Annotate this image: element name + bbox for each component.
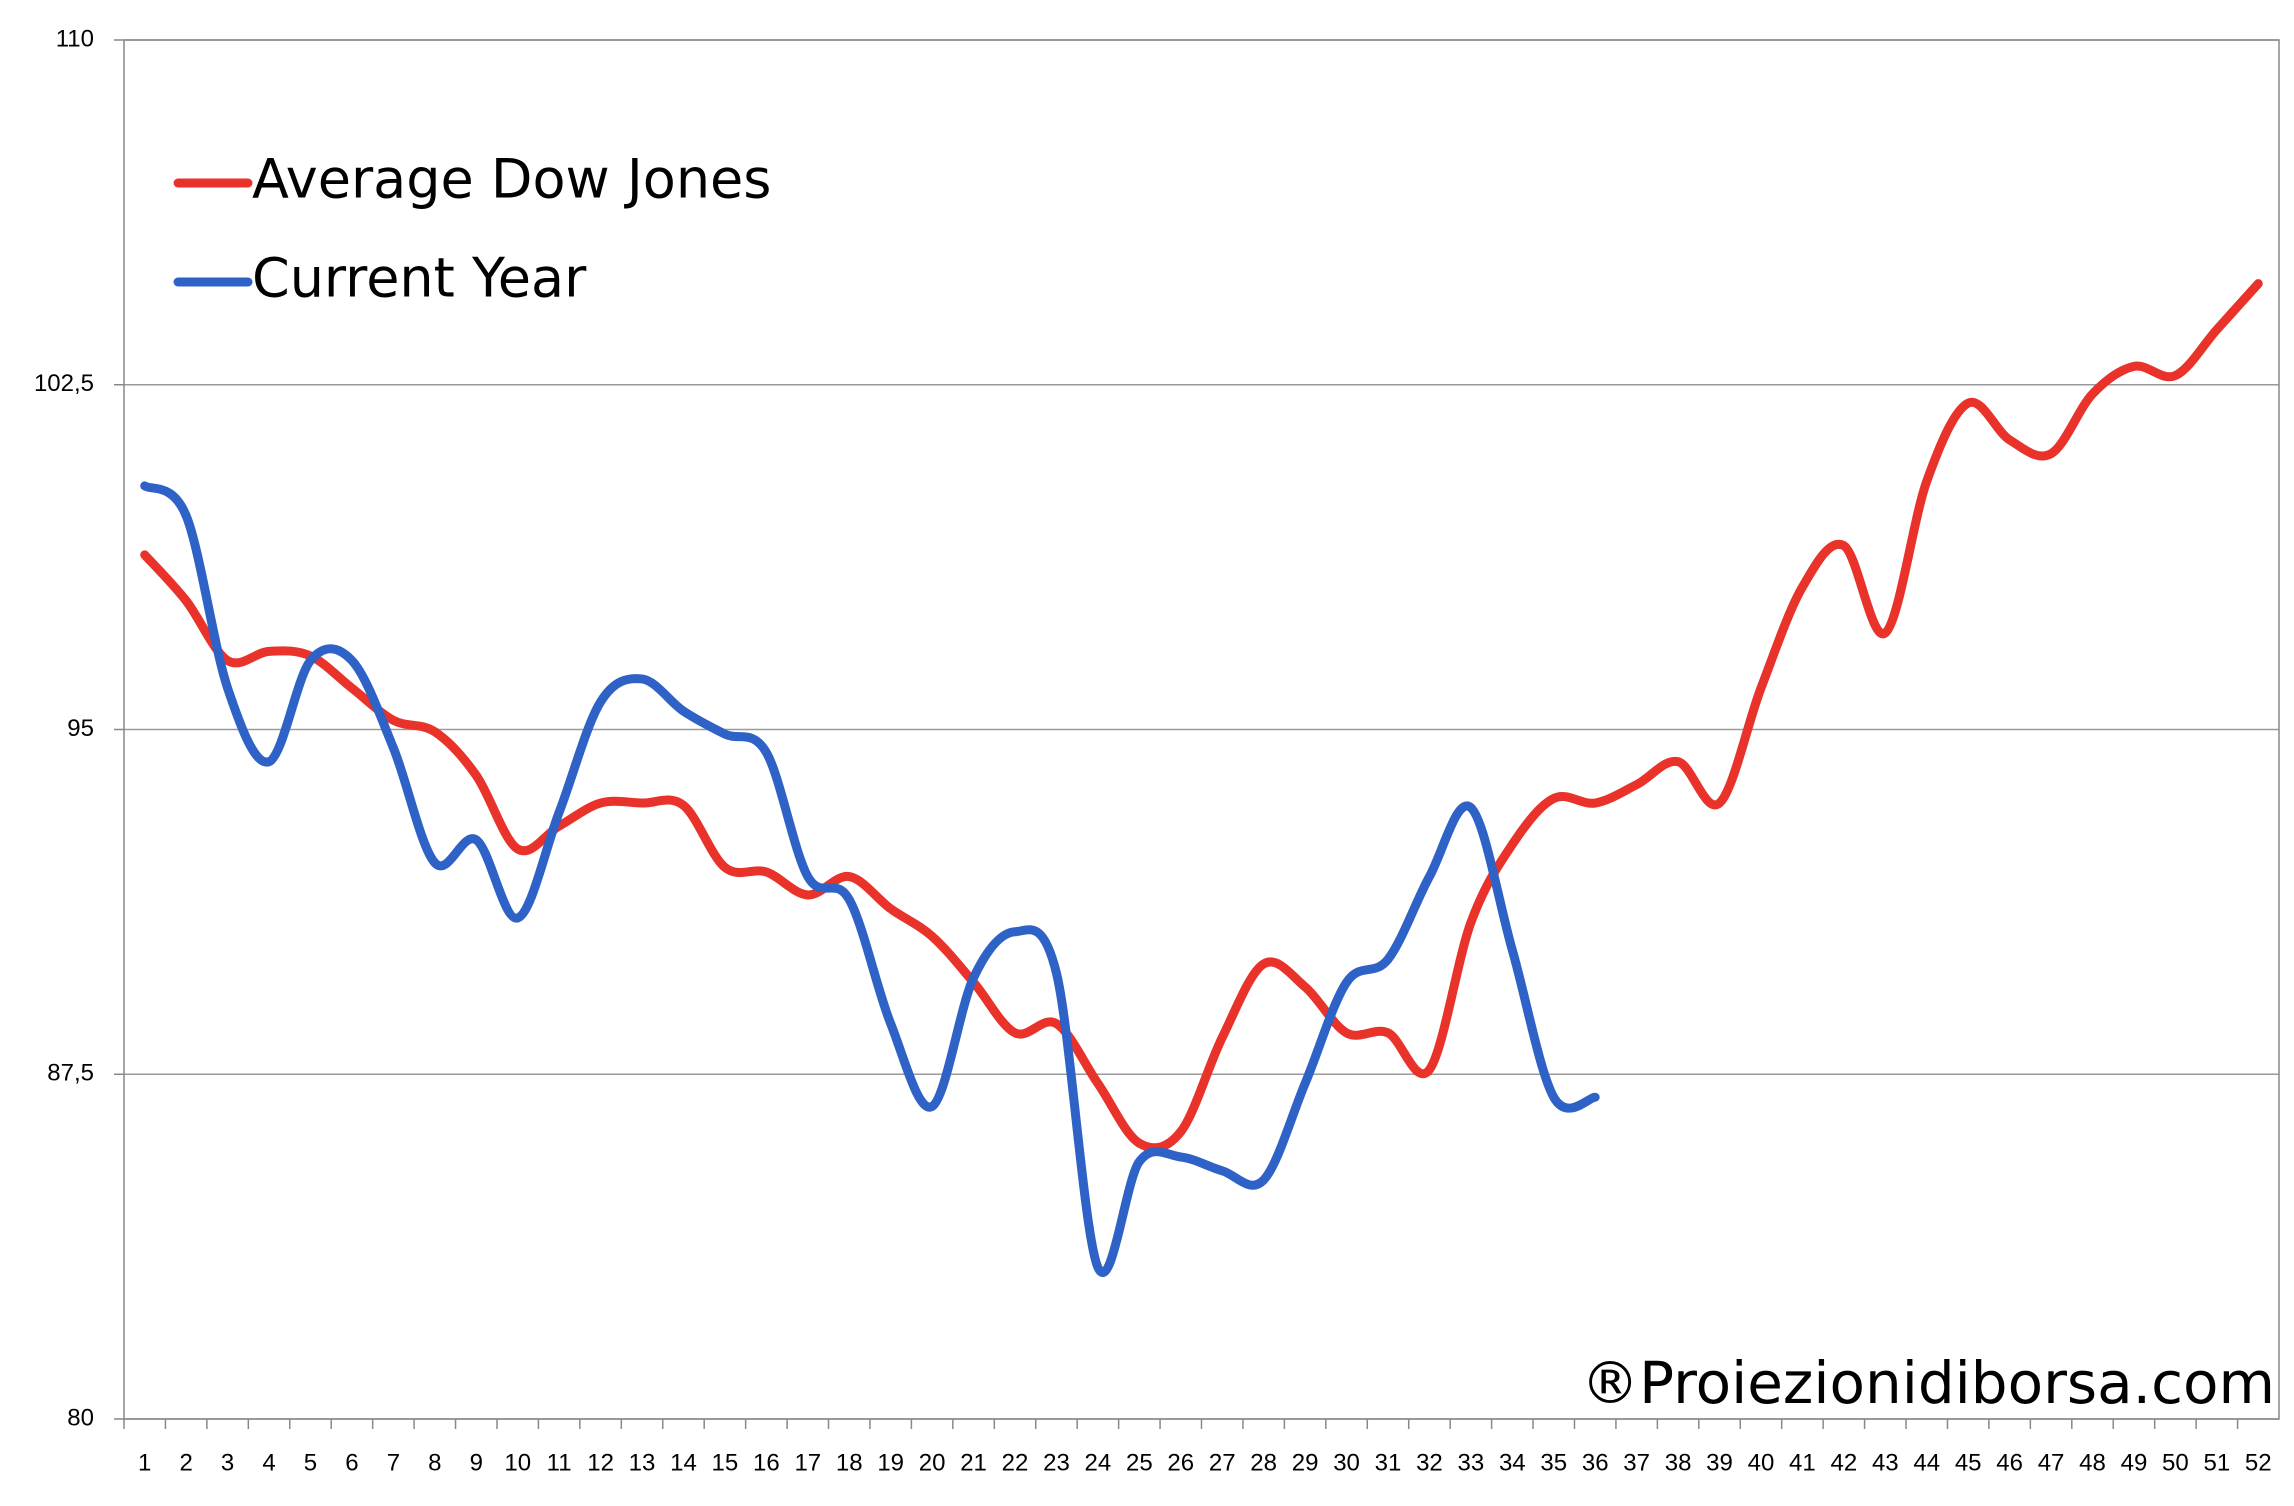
x-tick-label: 38 xyxy=(1665,1449,1692,1476)
x-tick-label: 27 xyxy=(1209,1449,1236,1476)
x-tick-label: 37 xyxy=(1623,1449,1650,1476)
x-tick-label: 31 xyxy=(1375,1449,1402,1476)
x-tick-label: 42 xyxy=(1831,1449,1858,1476)
y-tick-label: 102,5 xyxy=(34,370,94,397)
x-tick-label: 15 xyxy=(712,1449,739,1476)
x-tick-label: 35 xyxy=(1540,1449,1567,1476)
x-tick-label: 3 xyxy=(221,1449,234,1476)
x-tick-label: 24 xyxy=(1085,1449,1112,1476)
y-tick-label: 110 xyxy=(56,25,94,52)
x-tick-label: 32 xyxy=(1416,1449,1443,1476)
x-tick-label: 13 xyxy=(629,1449,656,1476)
x-tick-label: 49 xyxy=(2121,1449,2148,1476)
x-tick-label: 16 xyxy=(753,1449,780,1476)
x-tick-label: 47 xyxy=(2038,1449,2065,1476)
x-tick-label: 10 xyxy=(504,1449,531,1476)
x-tick-label: 39 xyxy=(1706,1449,1733,1476)
x-tick-label: 22 xyxy=(1002,1449,1029,1476)
x-tick-label: 45 xyxy=(1955,1449,1982,1476)
x-tick-label: 4 xyxy=(262,1449,275,1476)
y-tick-label: 95 xyxy=(67,715,94,742)
x-tick-label: 17 xyxy=(794,1449,821,1476)
watermark: ®Proiezionidiborsa.com xyxy=(1581,1349,2275,1417)
x-tick-label: 40 xyxy=(1748,1449,1775,1476)
legend-label: Current Year xyxy=(252,247,587,310)
x-tick-label: 7 xyxy=(387,1449,400,1476)
y-tick-label: 80 xyxy=(67,1404,94,1431)
x-tick-label: 28 xyxy=(1250,1449,1277,1476)
series-line xyxy=(140,481,1600,1277)
series-line xyxy=(140,279,2263,1153)
x-tick-label: 18 xyxy=(836,1449,863,1476)
x-tick-label: 41 xyxy=(1789,1449,1816,1476)
x-tick-label: 46 xyxy=(1996,1449,2023,1476)
x-tick-label: 2 xyxy=(179,1449,192,1476)
legend-label: Average Dow Jones xyxy=(252,148,771,211)
x-tick-label: 50 xyxy=(2162,1449,2189,1476)
x-tick-label: 8 xyxy=(428,1449,441,1476)
x-tick-label: 12 xyxy=(587,1449,614,1476)
x-tick-label: 51 xyxy=(2203,1449,2230,1476)
x-tick-label: 14 xyxy=(670,1449,697,1476)
x-tick-label: 9 xyxy=(470,1449,483,1476)
x-tick-label: 20 xyxy=(919,1449,946,1476)
x-tick-label: 44 xyxy=(1913,1449,1940,1476)
x-tick-label: 1 xyxy=(138,1449,151,1476)
x-tick-label: 25 xyxy=(1126,1449,1153,1476)
x-tick-label: 52 xyxy=(2245,1449,2272,1476)
x-tick-label: 30 xyxy=(1333,1449,1360,1476)
x-tick-label: 19 xyxy=(877,1449,904,1476)
x-tick-label: 23 xyxy=(1043,1449,1070,1476)
x-tick-label: 11 xyxy=(547,1449,572,1476)
x-tick-label: 6 xyxy=(345,1449,358,1476)
x-tick-label: 21 xyxy=(960,1449,987,1476)
x-tick-label: 33 xyxy=(1458,1449,1485,1476)
x-tick-label: 36 xyxy=(1582,1449,1609,1476)
x-tick-label: 26 xyxy=(1167,1449,1194,1476)
x-tick-label: 34 xyxy=(1499,1449,1526,1476)
x-tick-label: 29 xyxy=(1292,1449,1319,1476)
x-tick-label: 48 xyxy=(2079,1449,2106,1476)
x-tick-label: 5 xyxy=(304,1449,317,1476)
y-tick-label: 87,5 xyxy=(47,1060,94,1087)
x-tick-label: 43 xyxy=(1872,1449,1899,1476)
